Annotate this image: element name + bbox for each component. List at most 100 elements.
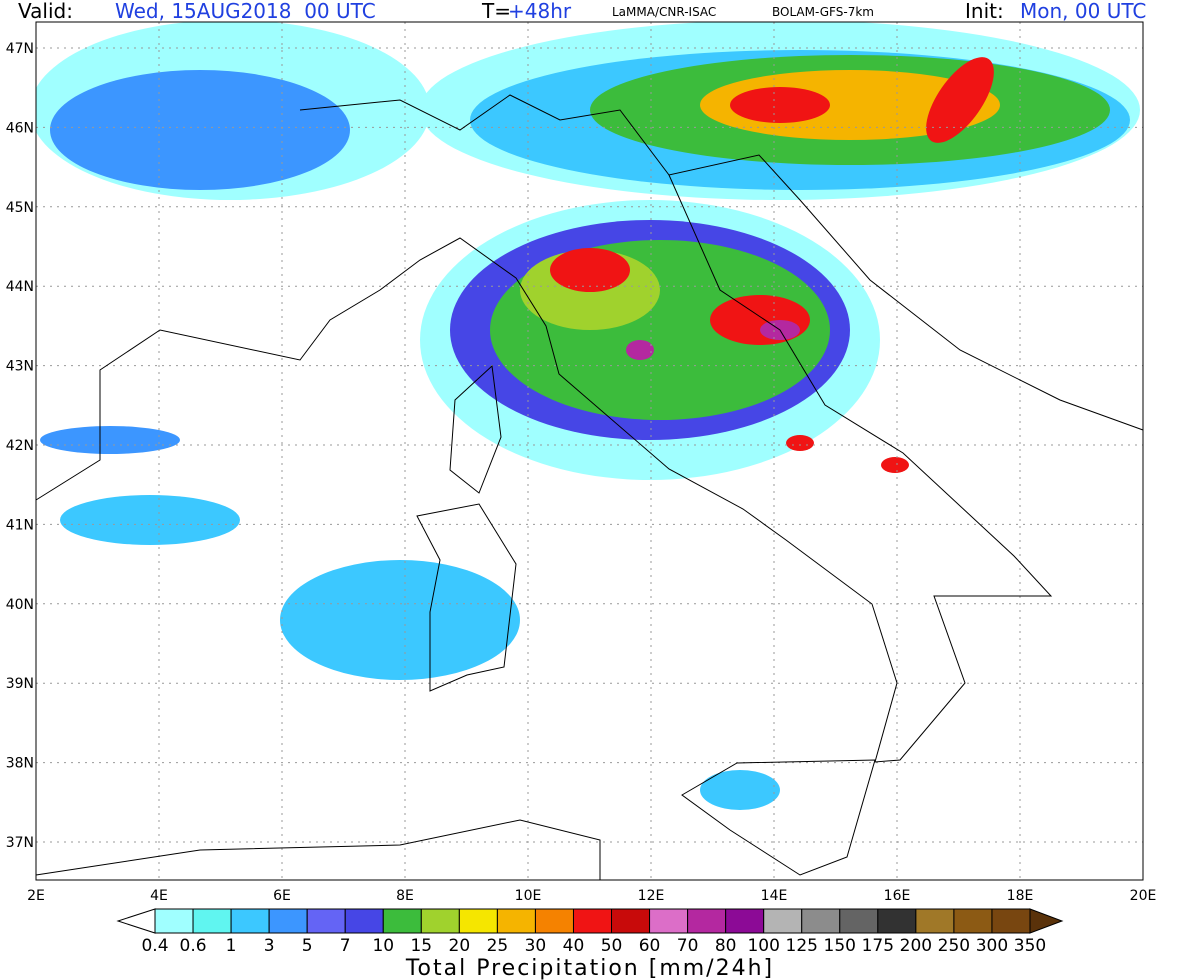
- colorbar-label: 7: [340, 936, 351, 956]
- coastline: [35, 174, 1053, 763]
- lon-label: 6E: [273, 888, 291, 904]
- colorbar-label: 300: [976, 936, 1008, 956]
- lat-label: 38N: [6, 756, 34, 772]
- lat-label: 45N: [6, 200, 34, 216]
- colorbar-box: [801, 908, 841, 934]
- colorbar-under: [116, 908, 156, 934]
- colorbar-box: [344, 908, 384, 934]
- colorbar-box: [496, 908, 536, 934]
- source: LaMMA/CNR-ISAC: [612, 5, 716, 19]
- colorbar-box: [306, 908, 346, 934]
- colorbar-box: [534, 908, 574, 934]
- init-value: Mon, 00 UTC: [1020, 0, 1146, 23]
- coastline: [35, 819, 601, 880]
- map-frame: [35, 21, 1144, 881]
- colorbar-label: 30: [525, 936, 547, 956]
- precip-area: [881, 457, 909, 473]
- colorbar-label: 350: [1014, 936, 1046, 956]
- colorbar-label: 0.4: [141, 936, 168, 956]
- colorbar-box: [230, 908, 270, 934]
- t-label: T=: [481, 0, 511, 23]
- colorbar-box: [382, 908, 422, 934]
- colorbar-label: 60: [639, 936, 661, 956]
- grid: [35, 22, 1144, 880]
- lat-label: 41N: [6, 517, 34, 533]
- precip-area: [710, 295, 810, 345]
- init-label: Init:: [965, 0, 1004, 23]
- precip-area: [40, 426, 180, 454]
- lat-label: 42N: [6, 438, 34, 454]
- colorbar-label: 5: [302, 936, 313, 956]
- colorbar-box: [991, 908, 1031, 934]
- precip-area: [50, 70, 350, 190]
- colorbar-label: 125: [786, 936, 818, 956]
- lon-label: 14E: [761, 888, 788, 904]
- precip-area: [626, 340, 654, 360]
- colorbar-label: 70: [677, 936, 699, 956]
- precip-area: [280, 560, 520, 680]
- colorbar-box: [687, 908, 727, 934]
- colorbar-box: [763, 908, 803, 934]
- lat-label: 43N: [6, 359, 34, 375]
- colorbar-box: [572, 908, 613, 934]
- colorbar-box: [725, 908, 765, 934]
- colorbar-label: 1: [226, 936, 237, 956]
- lat-label: 47N: [6, 41, 34, 57]
- precip-field: [36, 22, 1140, 810]
- colorbar-box: [877, 908, 917, 934]
- precip-area: [786, 435, 814, 451]
- valid-label: Valid:: [18, 0, 73, 23]
- colorbar-label: 20: [449, 936, 471, 956]
- precip-area: [730, 87, 830, 123]
- coastline: [681, 759, 876, 876]
- colorbar-box: [154, 908, 194, 934]
- colorbar-label: 0.6: [180, 936, 207, 956]
- colorbar-label: 200: [900, 936, 932, 956]
- colorbar-box: [839, 908, 879, 934]
- precip-area: [550, 248, 630, 292]
- lon-label: 8E: [396, 888, 414, 904]
- colorbar: 0.4 0.6 1 3 5 7 10 15 20 25 30 40 50 60 70 80 100 125 150 1…: [116, 908, 1064, 956]
- colorbar-label: 175: [862, 936, 894, 956]
- lat-label: 37N: [6, 835, 34, 851]
- lon-label: 2E: [27, 888, 45, 904]
- precip-area: [700, 770, 780, 810]
- lon-label: 18E: [1007, 888, 1034, 904]
- precip-area: [60, 495, 240, 545]
- colorbar-label: 3: [264, 936, 275, 956]
- colorbar-box: [649, 908, 689, 934]
- coastlines: [35, 94, 1144, 880]
- colorbar-box: [611, 908, 651, 934]
- lat-label: 46N: [6, 120, 34, 136]
- t-value: +48hr: [508, 0, 572, 23]
- colorbar-label: 25: [487, 936, 509, 956]
- colorbar-label: 100: [747, 936, 779, 956]
- lon-label: 12E: [638, 888, 665, 904]
- colorbar-label: 250: [938, 936, 970, 956]
- colorbar-box: [915, 908, 955, 934]
- coastline: [449, 364, 502, 494]
- colorbar-label: 50: [601, 936, 623, 956]
- colorbar-over: [1029, 908, 1064, 934]
- colorbar-label: 10: [372, 936, 394, 956]
- lat-label: 44N: [6, 279, 34, 295]
- colorbar-box: [458, 908, 498, 934]
- valid-value: Wed, 15AUG2018 00 UTC: [115, 0, 376, 23]
- lon-label: 16E: [884, 888, 911, 904]
- lat-label: 40N: [6, 597, 34, 613]
- colorbar-label: 150: [824, 936, 856, 956]
- colorbar-box: [953, 908, 993, 934]
- colorbar-box: [420, 908, 460, 934]
- colorbar-label: 80: [715, 936, 737, 956]
- lon-label: 4E: [150, 888, 168, 904]
- precip-area: [926, 57, 994, 143]
- colorbar-label: 15: [410, 936, 432, 956]
- lon-label: 20E: [1130, 888, 1157, 904]
- colorbar-box: [268, 908, 308, 934]
- colorbar-box: [192, 908, 232, 934]
- lat-label: 39N: [6, 676, 34, 692]
- colorbar-label: 40: [563, 936, 585, 956]
- coastline: [416, 503, 517, 692]
- colorbar-title: Total Precipitation [mm/24h]: [405, 956, 774, 980]
- lon-label: 10E: [515, 888, 542, 904]
